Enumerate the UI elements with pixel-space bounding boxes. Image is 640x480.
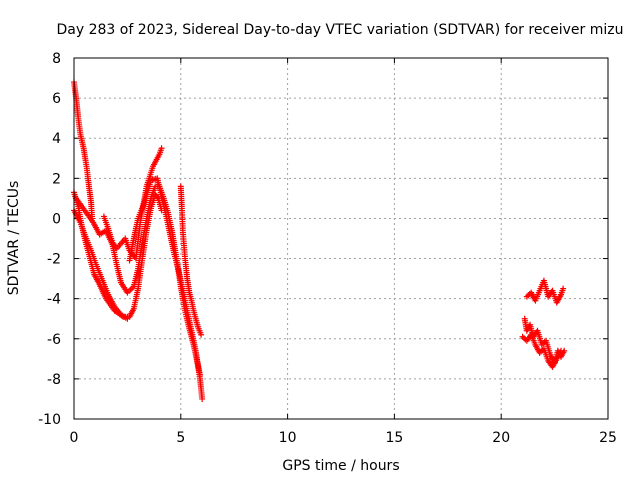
data-point xyxy=(560,285,567,292)
x-tick-label: 25 xyxy=(599,430,617,446)
x-axis-label: GPS time / hours xyxy=(282,458,399,474)
x-tick-label: 0 xyxy=(70,430,79,446)
plot-frame xyxy=(73,57,609,420)
y-tick-label: 0 xyxy=(52,211,61,227)
x-tick-label: 15 xyxy=(385,430,403,446)
y-tick-label: 8 xyxy=(52,51,61,67)
data-points xyxy=(71,79,568,402)
x-tick-label: 20 xyxy=(492,430,510,446)
y-tick-label: -8 xyxy=(47,372,61,388)
x-tick-label: 5 xyxy=(176,430,185,446)
axis-ticks: 0 5 10 15 20 25 -10 -8 -6 -4 -2 0 2 4 6 8 xyxy=(38,51,617,446)
data-point xyxy=(154,194,161,201)
data-point xyxy=(158,145,165,152)
series-track-f xyxy=(126,175,206,402)
y-tick-label: -2 xyxy=(47,252,61,268)
data-point xyxy=(124,315,131,322)
y-tick-label: -10 xyxy=(38,412,61,428)
y-tick-label: 6 xyxy=(52,91,61,107)
y-tick-label: 4 xyxy=(52,131,61,147)
x-tick-label: 10 xyxy=(279,430,297,446)
y-tick-label: 2 xyxy=(52,171,61,187)
data-point xyxy=(198,331,205,338)
data-point xyxy=(558,347,565,354)
y-tick-label: -4 xyxy=(47,292,61,308)
gridlines xyxy=(74,58,608,419)
series-track-h xyxy=(523,277,567,306)
chart-title: Day 283 of 2023, Sidereal Day-to-day VTE… xyxy=(57,22,624,38)
series-track-c xyxy=(71,207,131,322)
y-tick-label: -6 xyxy=(47,332,61,348)
data-point xyxy=(199,395,206,402)
series-track-j xyxy=(519,331,565,370)
y-axis-label: SDTVAR / TECUs xyxy=(6,181,22,296)
series-track-g xyxy=(177,183,205,338)
